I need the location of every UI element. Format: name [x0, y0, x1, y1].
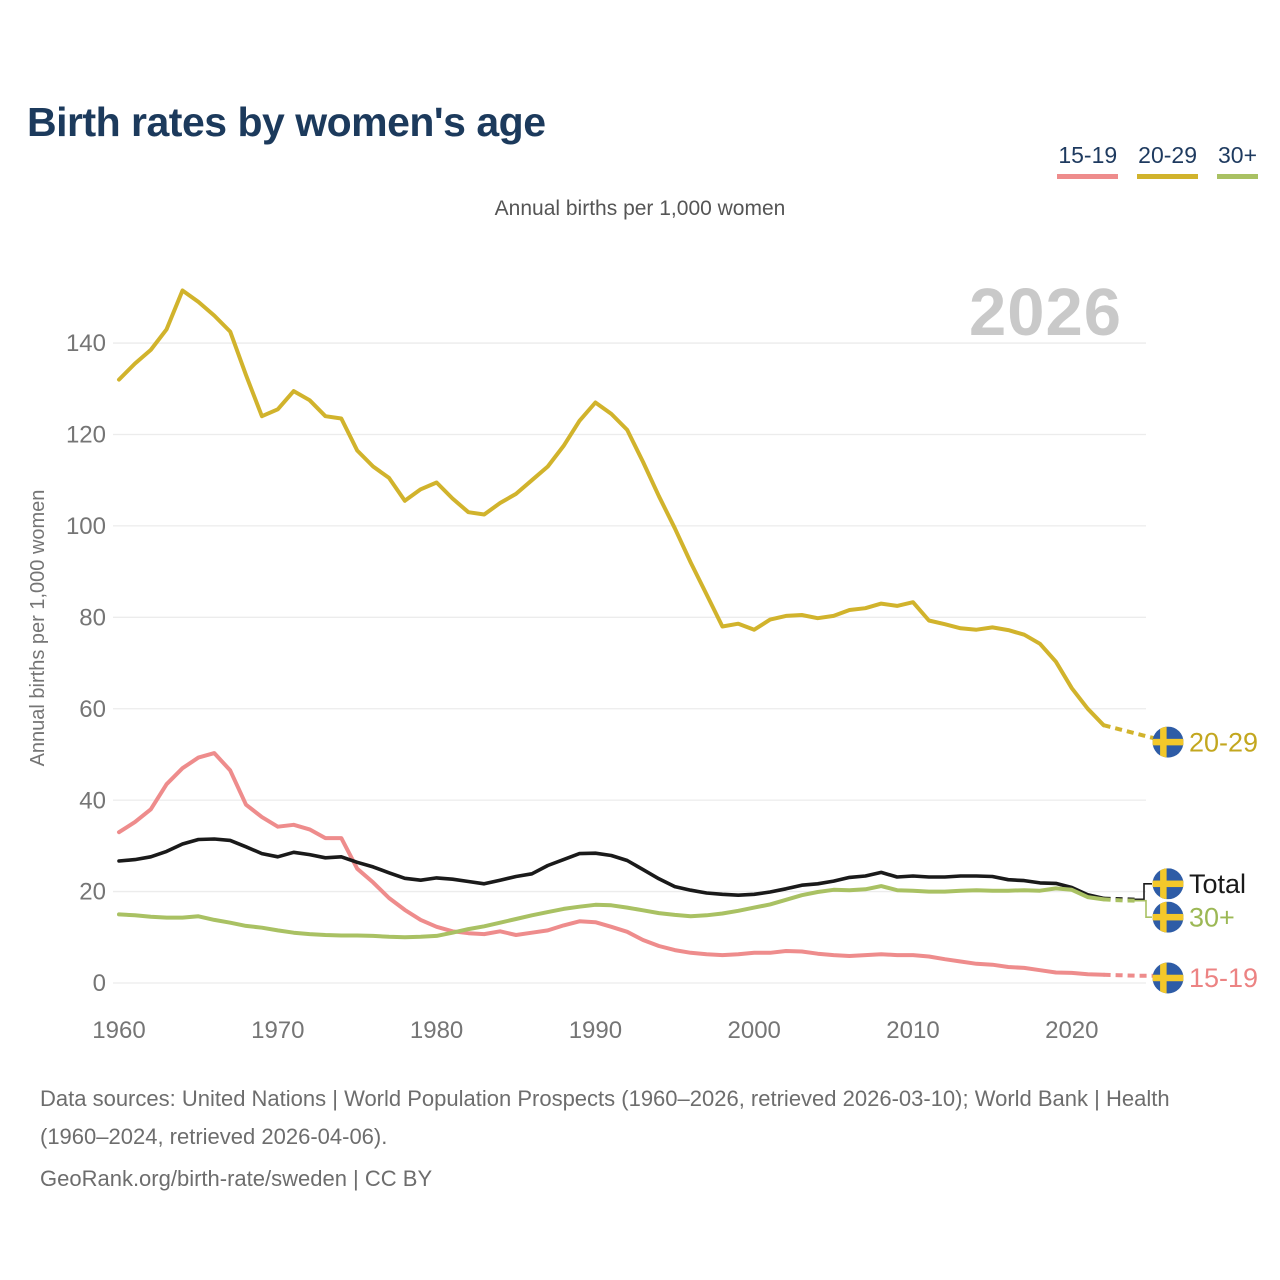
series-30+ — [117, 884, 1152, 940]
legend-item-30plus[interactable]: 30+ — [1216, 142, 1258, 179]
x-tick-label: 2010 — [886, 1017, 939, 1044]
series-end-label-30+: 30+ — [1189, 902, 1235, 932]
data-sources-text: Data sources: United Nations | World Pop… — [40, 1086, 1170, 1149]
sweden-flag-icon — [1152, 868, 1184, 900]
series-20-29 — [117, 288, 1168, 743]
x-tick-label: 1970 — [251, 1017, 304, 1044]
line-30+-projection — [1103, 897, 1136, 903]
series-end-label-Total: Total — [1189, 869, 1246, 899]
y-tick-label: 120 — [66, 422, 106, 449]
legend-item-20-29[interactable]: 20-29 — [1137, 142, 1198, 179]
x-tick-label: 1990 — [569, 1017, 622, 1044]
y-tick-label: 60 — [79, 696, 106, 723]
x-tick-label: 2000 — [728, 1017, 781, 1044]
sweden-flag-icon — [1152, 726, 1184, 758]
sweden-flag-icon — [1152, 962, 1184, 994]
y-tick-label: 0 — [93, 970, 106, 997]
line-15-19 — [117, 751, 1106, 977]
line-Total — [117, 837, 1106, 901]
attribution-text: GeoRank.org/birth-rate/sweden | CC BY — [40, 1166, 433, 1191]
sweden-flag-icon — [1152, 901, 1184, 933]
x-tick-label: 2020 — [1045, 1017, 1098, 1044]
line-30+ — [117, 884, 1106, 940]
series-15-19 — [117, 751, 1168, 979]
y-tick-label: 20 — [79, 879, 106, 906]
page-title: Birth rates by women's age — [27, 99, 546, 146]
line-20-29 — [117, 288, 1106, 728]
footer: Data sources: United Nations | World Pop… — [40, 1080, 1220, 1198]
year-watermark: 2026 — [968, 275, 1122, 350]
y-tick-label: 40 — [79, 787, 106, 814]
legend-item-15-19[interactable]: 15-19 — [1057, 142, 1119, 179]
label-connector-30+ — [1133, 899, 1152, 918]
y-axis-title: Annual births per 1,000 women — [27, 490, 49, 767]
label-connector-Total — [1133, 883, 1152, 901]
x-tick-label: 1980 — [410, 1017, 463, 1044]
chart-subtitle: Annual births per 1,000 women — [494, 197, 786, 220]
gridlines: 0 20 40 60 80 100 120 140 — [66, 330, 1146, 997]
series-end-label-15-19: 15-19 — [1189, 963, 1258, 993]
y-tick-label: 100 — [66, 513, 106, 540]
series-end-label-20-29: 20-29 — [1189, 727, 1258, 757]
y-tick-label: 80 — [79, 604, 106, 631]
x-tick-label: 1960 — [92, 1017, 145, 1044]
legend: 15-19 20-29 30+ — [1057, 142, 1258, 179]
y-tick-label: 140 — [66, 330, 106, 357]
